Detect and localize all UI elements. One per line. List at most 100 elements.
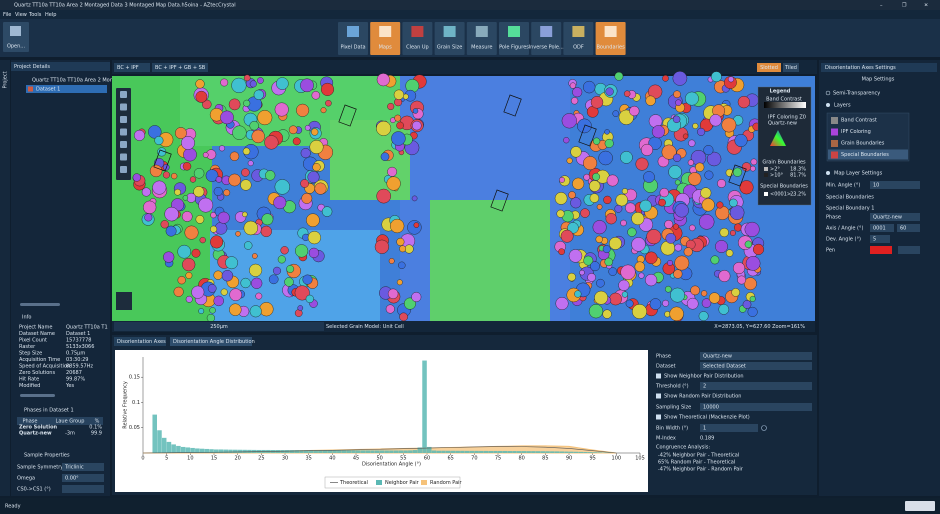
analysis-tab[interactable] xyxy=(170,337,252,346)
grain xyxy=(706,151,722,167)
y-axis-label: Relative Frequency xyxy=(123,381,129,429)
map-tab[interactable] xyxy=(114,63,150,72)
input-box[interactable] xyxy=(62,485,104,493)
grain xyxy=(670,287,685,303)
grain xyxy=(649,298,662,310)
window-control[interactable]: ❐ xyxy=(902,3,907,9)
toolbar-button[interactable] xyxy=(499,22,529,55)
field-value: 0.00° xyxy=(65,476,79,482)
radio[interactable] xyxy=(825,90,831,96)
grain xyxy=(240,277,251,289)
grain xyxy=(394,114,402,122)
grain xyxy=(703,145,714,156)
tree-item[interactable]: Quartz TT10a TT10a Area 2 Montag xyxy=(32,78,121,84)
input-box[interactable] xyxy=(870,213,920,221)
input-box[interactable] xyxy=(700,362,812,370)
panel-header xyxy=(821,63,937,72)
menu-item[interactable]: Help xyxy=(45,12,56,18)
menu-item[interactable]: View xyxy=(15,12,27,18)
input-box[interactable] xyxy=(870,181,920,189)
dataset-icon xyxy=(28,86,33,92)
bar xyxy=(474,450,479,453)
map-tool[interactable] xyxy=(120,128,127,136)
map-tool[interactable] xyxy=(120,141,127,148)
grain xyxy=(568,249,583,263)
field-label: Sample Symmetry xyxy=(17,465,63,471)
analysis-tab[interactable] xyxy=(114,337,166,346)
map-tool[interactable] xyxy=(120,166,127,173)
grain xyxy=(645,251,658,264)
field-label: Dev. Angle (°) xyxy=(826,237,861,243)
grain xyxy=(583,80,596,94)
toolbar-button[interactable] xyxy=(563,22,594,55)
checkbox[interactable] xyxy=(656,414,661,420)
pen-width[interactable] xyxy=(898,246,920,254)
ipf-key xyxy=(770,130,786,146)
input-box[interactable] xyxy=(897,224,920,232)
toolbar-button[interactable] xyxy=(370,22,401,55)
input-box[interactable] xyxy=(700,403,812,411)
grain xyxy=(390,218,405,234)
layer-name[interactable]: Band Contrast xyxy=(841,118,877,124)
toolbar-button[interactable] xyxy=(338,22,368,55)
input-box[interactable] xyxy=(62,463,104,471)
grain xyxy=(173,286,184,297)
panel-header xyxy=(11,62,110,71)
input-box[interactable] xyxy=(700,424,758,432)
map-tool[interactable] xyxy=(120,116,127,123)
layer-name[interactable]: Grain Boundaries xyxy=(841,141,885,147)
grain xyxy=(645,95,656,106)
grain xyxy=(294,285,310,301)
map-tool[interactable] xyxy=(120,153,127,161)
input-box[interactable] xyxy=(62,474,104,482)
view-mode-label: Slotted xyxy=(760,65,778,71)
window-control[interactable]: ✕ xyxy=(924,3,928,9)
reset-icon[interactable] xyxy=(761,425,767,431)
window-control[interactable]: – xyxy=(880,3,883,9)
toolbar-button[interactable] xyxy=(595,22,626,55)
input-box[interactable] xyxy=(870,224,894,232)
grain xyxy=(608,267,618,276)
input-box[interactable] xyxy=(700,382,812,390)
grain xyxy=(644,274,658,287)
grain xyxy=(396,279,403,286)
grain xyxy=(182,258,196,272)
grain xyxy=(560,229,574,243)
bar xyxy=(379,450,385,453)
input-box[interactable] xyxy=(870,235,890,243)
legend-value: 23.2% xyxy=(790,192,806,198)
grain xyxy=(662,75,669,82)
grain xyxy=(274,102,289,117)
grain xyxy=(374,239,390,254)
map-tab[interactable] xyxy=(152,63,208,72)
pen-color[interactable] xyxy=(870,246,892,254)
expander xyxy=(826,171,830,175)
layer-name[interactable]: IPF Coloring xyxy=(841,129,871,135)
open-button[interactable] xyxy=(3,22,29,52)
toolbar-button[interactable] xyxy=(466,22,497,55)
grain xyxy=(674,179,681,186)
toolbar-button[interactable] xyxy=(402,22,433,55)
toolbar-button[interactable] xyxy=(531,22,562,55)
grain xyxy=(302,274,313,285)
tree-item[interactable]: Dataset 1 xyxy=(36,87,60,93)
input-box[interactable] xyxy=(700,352,812,360)
map-tool[interactable] xyxy=(120,91,127,98)
view-mode[interactable] xyxy=(783,63,799,72)
side-tab[interactable]: Project xyxy=(3,71,9,88)
menu-item[interactable]: File xyxy=(3,12,11,18)
bar xyxy=(521,451,527,453)
menu-item[interactable]: Tools xyxy=(28,12,42,18)
view-mode[interactable] xyxy=(757,63,781,72)
checkbox[interactable] xyxy=(656,373,661,379)
x-tick-label: 40 xyxy=(329,456,335,462)
grain xyxy=(583,255,594,266)
analysis-tab-label: Disorientation Axes xyxy=(117,339,166,345)
toolbar-button[interactable] xyxy=(434,22,465,55)
map-tool[interactable] xyxy=(120,103,127,111)
section-title: Sample Properties xyxy=(24,453,70,459)
bar xyxy=(427,446,432,453)
checkbox[interactable] xyxy=(656,393,661,399)
bar xyxy=(337,450,342,453)
layer-name[interactable]: Special Boundaries xyxy=(841,152,889,158)
